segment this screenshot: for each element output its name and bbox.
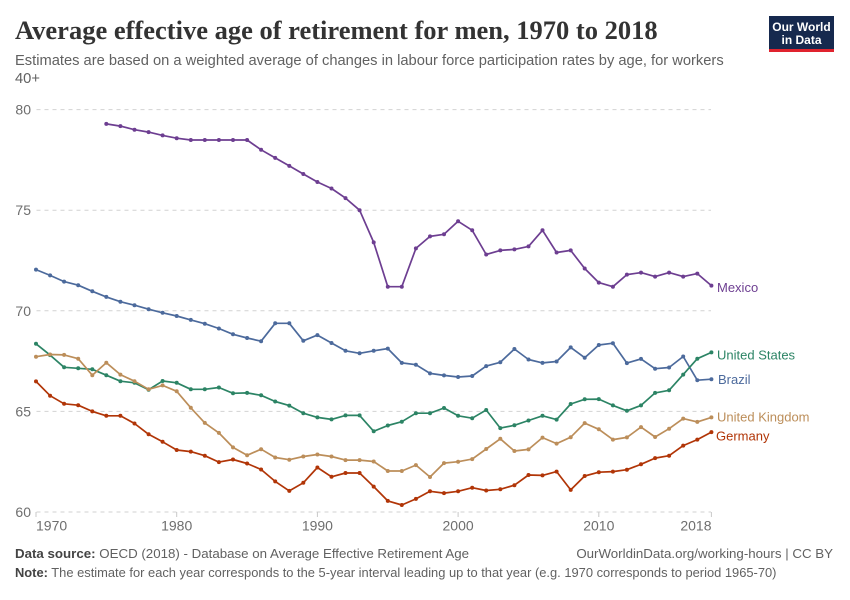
svg-text:1990: 1990 <box>302 518 333 534</box>
svg-text:United States: United States <box>717 348 796 363</box>
svg-text:United Kingdom: United Kingdom <box>717 410 810 425</box>
svg-text:2010: 2010 <box>583 518 614 534</box>
svg-text:70: 70 <box>15 303 31 319</box>
svg-text:1980: 1980 <box>161 518 192 534</box>
svg-text:Germany: Germany <box>716 429 770 444</box>
svg-text:Mexico: Mexico <box>717 280 758 295</box>
svg-text:60: 60 <box>15 504 31 520</box>
svg-text:1970: 1970 <box>36 518 67 534</box>
svg-text:2018: 2018 <box>680 518 711 534</box>
svg-text:Brazil: Brazil <box>718 372 751 387</box>
svg-text:2000: 2000 <box>443 518 474 534</box>
svg-text:65: 65 <box>15 403 31 419</box>
svg-text:75: 75 <box>15 202 31 218</box>
svg-text:80: 80 <box>15 102 31 118</box>
